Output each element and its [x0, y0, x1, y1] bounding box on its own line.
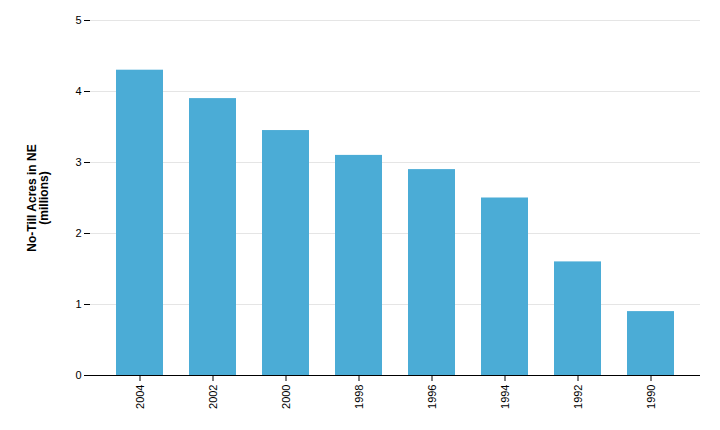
- svg-text:1992: 1992: [572, 385, 584, 409]
- svg-text:4: 4: [75, 85, 81, 97]
- svg-text:1996: 1996: [426, 385, 438, 409]
- svg-text:1: 1: [75, 298, 81, 310]
- svg-text:2002: 2002: [207, 385, 219, 409]
- svg-text:5: 5: [75, 14, 81, 26]
- svg-text:1990: 1990: [645, 385, 657, 409]
- svg-text:2004: 2004: [134, 385, 146, 409]
- svg-text:2000: 2000: [280, 385, 292, 409]
- svg-text:2: 2: [75, 227, 81, 239]
- svg-text:1998: 1998: [353, 385, 365, 409]
- svg-text:1994: 1994: [499, 385, 511, 409]
- svg-text:No-Till Acres in NE(millions): No-Till Acres in NE(millions): [25, 144, 51, 251]
- svg-text:3: 3: [75, 156, 81, 168]
- svg-text:0: 0: [75, 369, 81, 381]
